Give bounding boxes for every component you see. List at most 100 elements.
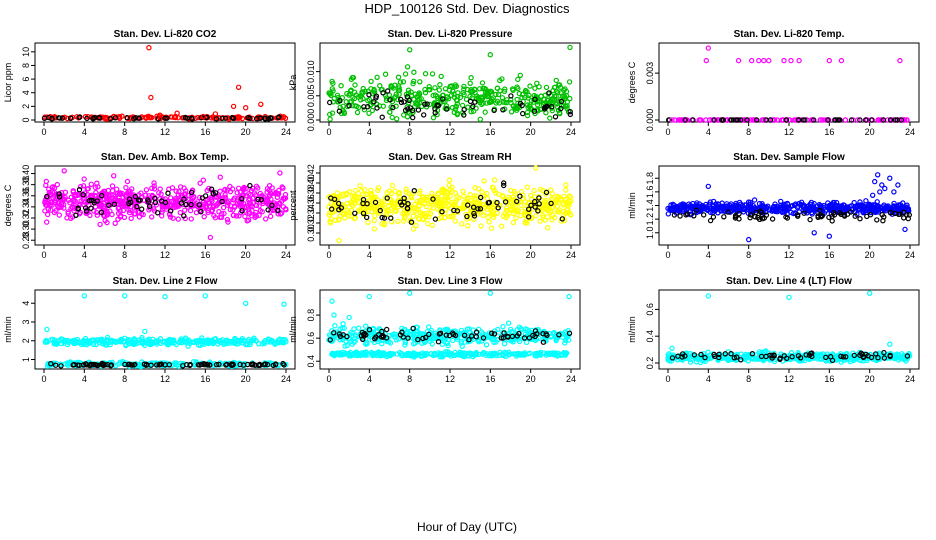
data-point (207, 234, 214, 241)
data-point (437, 81, 443, 88)
data-point (78, 198, 84, 204)
data-point (858, 350, 864, 356)
data-point (84, 186, 91, 192)
data-point (110, 173, 117, 179)
data-point (446, 350, 453, 356)
data-point (514, 107, 520, 113)
data-point (496, 100, 503, 106)
data-point (330, 88, 336, 94)
data-point (879, 182, 885, 188)
data-point (134, 203, 140, 210)
data-point (837, 210, 843, 216)
data-point (417, 330, 423, 337)
data-point (521, 335, 528, 341)
data-point (465, 222, 471, 229)
data-point (331, 201, 337, 208)
data-point (132, 211, 138, 217)
data-point (249, 207, 255, 214)
data-point (749, 57, 755, 64)
y-tick-label: 6 (21, 77, 31, 82)
data-point (675, 353, 681, 359)
x-tick-label: 20 (526, 250, 536, 260)
data-point (380, 90, 386, 96)
data-point (447, 193, 453, 199)
data-point (381, 350, 387, 356)
data-point (825, 200, 831, 206)
data-point (245, 197, 252, 203)
data-point (849, 202, 855, 209)
data-point (480, 100, 486, 106)
x-tick-label: 24 (566, 127, 576, 137)
data-point (803, 352, 809, 358)
data-point (716, 354, 722, 361)
y-axis-label: ml/min (627, 316, 637, 343)
data-point (851, 352, 858, 359)
data-point (566, 293, 572, 300)
data-point (493, 91, 499, 98)
data-point (485, 210, 491, 216)
data-point (221, 340, 227, 346)
data-point (162, 115, 168, 121)
data-point (510, 204, 516, 210)
data-point (505, 320, 512, 326)
data-point (64, 215, 70, 221)
data-point (407, 47, 413, 53)
data-point (401, 218, 407, 224)
data-point (761, 57, 767, 64)
data-point (74, 114, 80, 120)
data-point (881, 355, 888, 361)
data-point (366, 110, 372, 117)
data-point (525, 351, 531, 357)
panel-title: Stan. Dev. Amb. Box Temp. (101, 152, 229, 163)
data-point (330, 80, 336, 87)
x-tick-label: 20 (865, 250, 875, 260)
data-point (265, 116, 272, 122)
data-point (557, 84, 564, 91)
data-point (109, 183, 116, 189)
data-point (555, 352, 562, 358)
y-tick-label: 0.42 (306, 164, 316, 182)
data-point (520, 192, 526, 198)
data-point (850, 117, 856, 123)
data-point (561, 87, 567, 94)
data-point (509, 86, 516, 92)
data-point (811, 230, 817, 236)
data-point (360, 210, 367, 216)
data-point (524, 109, 531, 116)
data-points (41, 45, 289, 122)
data-point (131, 115, 137, 122)
data-point (508, 109, 515, 115)
data-point (366, 96, 373, 103)
data-point (879, 211, 885, 218)
x-tick-label: 12 (445, 127, 455, 137)
data-point (391, 204, 397, 210)
data-point (355, 104, 362, 111)
y-tick-label: 0.2 (645, 357, 655, 370)
data-point (860, 203, 867, 209)
y-tick-label: 0.32 (306, 214, 316, 232)
data-point (561, 93, 567, 99)
data-point (848, 206, 855, 212)
data-point (540, 331, 546, 337)
data-point (166, 211, 173, 217)
data-point (103, 197, 110, 204)
x-tick-label: 20 (865, 127, 875, 137)
data-point (711, 351, 717, 358)
data-point (208, 186, 215, 192)
data-point (509, 199, 515, 205)
data-point (65, 209, 71, 215)
data-point (411, 78, 417, 85)
data-point (415, 107, 422, 113)
data-point (187, 207, 194, 214)
data-point (565, 203, 572, 209)
data-point (710, 198, 717, 205)
data-point (724, 201, 730, 207)
data-point (436, 87, 442, 93)
data-point (388, 215, 394, 221)
panel-title: Stan. Dev. Li-820 CO2 (114, 29, 217, 40)
data-point (364, 200, 370, 207)
data-point (759, 200, 765, 207)
data-point (489, 184, 496, 190)
data-point (98, 209, 105, 215)
data-point (402, 326, 408, 333)
